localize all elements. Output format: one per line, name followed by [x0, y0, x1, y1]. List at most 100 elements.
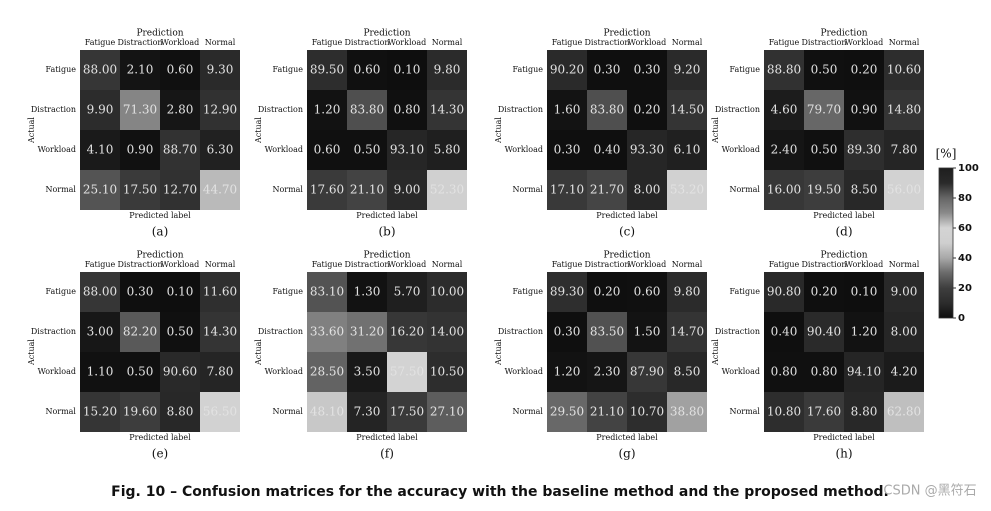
cell-label: 14.50 [670, 103, 704, 117]
cell-label: 83.50 [590, 325, 624, 339]
cell-label: 3.50 [354, 365, 381, 379]
cell-label: 10.00 [430, 285, 464, 299]
y-tick-label: Workload [265, 145, 303, 154]
cell [764, 90, 804, 130]
x-tick-label: Normal [889, 260, 920, 269]
y-tick-label: Normal [272, 407, 303, 416]
cell-label: 90.20 [550, 63, 584, 77]
cell [804, 90, 844, 130]
cell-label: 44.70 [203, 183, 237, 197]
colorbar-tick-label: 60 [958, 223, 972, 234]
colorbar-label: [%] [936, 147, 957, 161]
cell-label: 0.30 [554, 325, 581, 339]
cell-label: 1.20 [314, 103, 341, 117]
cell [347, 352, 387, 392]
cell-label: 4.60 [771, 103, 798, 117]
cell-label: 0.40 [771, 325, 798, 339]
cell [844, 352, 884, 392]
x-tick-label: Fatigue [85, 260, 116, 269]
cell-label: 16.20 [390, 325, 424, 339]
y-tick-label: Workload [505, 367, 543, 376]
cell [587, 272, 627, 312]
colorbar-tick-label: 20 [958, 283, 972, 294]
cell [844, 170, 884, 210]
cell-label: 0.20 [811, 285, 838, 299]
cell-label: 83.10 [310, 285, 344, 299]
cell [120, 272, 160, 312]
cell-label: 14.70 [670, 325, 704, 339]
cell [387, 312, 427, 352]
cell-label: 0.30 [127, 285, 154, 299]
x-axis-label: Predicted label [129, 433, 191, 442]
cell [120, 50, 160, 90]
cell [587, 130, 627, 170]
cell-label: 83.80 [350, 103, 384, 117]
cell [347, 392, 387, 432]
cell [307, 352, 347, 392]
x-tick-label: Distraction [344, 38, 389, 47]
cell [80, 50, 120, 90]
cell [347, 130, 387, 170]
cell [200, 90, 240, 130]
cell [547, 312, 587, 352]
cell-label: 2.10 [127, 63, 154, 77]
cell [307, 130, 347, 170]
cell [627, 272, 667, 312]
cell-label: 0.30 [554, 143, 581, 157]
watermark: CSDN @黑符石 [883, 483, 976, 499]
cell [667, 352, 707, 392]
x-tick-label: Fatigue [769, 38, 800, 47]
cell [80, 90, 120, 130]
y-axis-label: Actual [711, 339, 720, 366]
cell [627, 392, 667, 432]
cell [844, 50, 884, 90]
y-axis-label: Actual [494, 117, 503, 144]
cell-label: 14.80 [887, 103, 921, 117]
cell-label: 1.20 [554, 365, 581, 379]
cell [427, 50, 467, 90]
cell [307, 170, 347, 210]
cell-label: 0.90 [851, 103, 878, 117]
cell-label: 0.20 [634, 103, 661, 117]
cell-label: 93.10 [390, 143, 424, 157]
cell [764, 352, 804, 392]
cell-label: 33.60 [310, 325, 344, 339]
cell [427, 392, 467, 432]
cell [804, 50, 844, 90]
cell [160, 392, 200, 432]
cell-label: 88.80 [767, 63, 801, 77]
y-tick-label: Normal [512, 185, 543, 194]
y-tick-label: Normal [45, 407, 76, 416]
cell [387, 352, 427, 392]
cell [884, 50, 924, 90]
cell [804, 130, 844, 170]
x-axis-label: Predicted label [356, 433, 418, 442]
y-tick-label: Normal [729, 185, 760, 194]
cell-label: 0.50 [127, 365, 154, 379]
x-tick-label: Fatigue [312, 38, 343, 47]
cell-label: 38.80 [670, 405, 704, 419]
cell [844, 392, 884, 432]
cell [764, 392, 804, 432]
cell-label: 17.60 [807, 405, 841, 419]
x-tick-label: Workload [628, 260, 666, 269]
x-axis-label: Predicted label [813, 211, 875, 220]
sublabel: (h) [835, 447, 852, 461]
x-axis-label: Predicted label [356, 211, 418, 220]
x-tick-label: Workload [845, 38, 883, 47]
cell [120, 170, 160, 210]
y-tick-label: Fatigue [729, 287, 760, 296]
sublabel: (e) [152, 447, 168, 461]
x-tick-label: Workload [628, 38, 666, 47]
cell-label: 2.30 [594, 365, 621, 379]
cell [547, 50, 587, 90]
cell-label: 0.50 [811, 143, 838, 157]
cell-label: 89.50 [310, 63, 344, 77]
cell-label: 19.60 [123, 405, 157, 419]
x-axis-label: Predicted label [813, 433, 875, 442]
cell [347, 90, 387, 130]
cell [427, 272, 467, 312]
cell [80, 170, 120, 210]
cell [587, 90, 627, 130]
cell [844, 312, 884, 352]
